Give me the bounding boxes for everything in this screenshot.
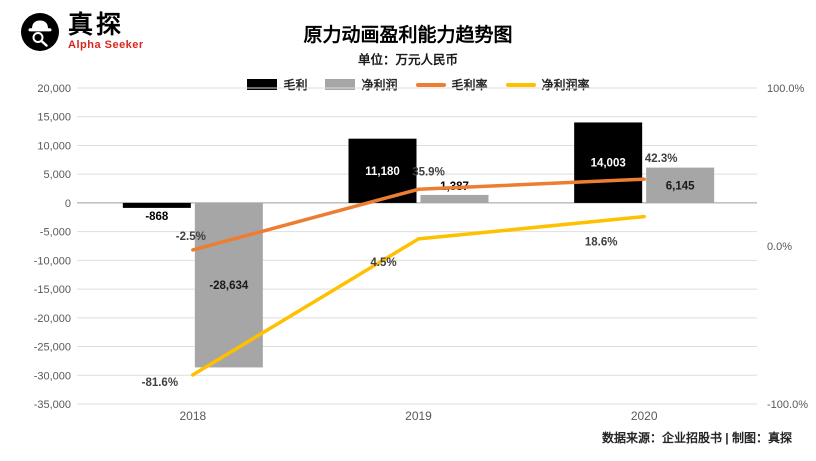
legend-swatch-gross-margin (415, 82, 446, 87)
line-point-label-net-margin: -81.6% (142, 377, 178, 389)
x-axis-category-label: 2018 (179, 409, 206, 423)
x-axis-category-label: 2019 (405, 409, 432, 423)
legend-swatch-net-margin (505, 82, 536, 87)
line-point-label-net-margin: 18.6% (585, 237, 618, 249)
left-axis-tick-label: 0 (65, 198, 71, 210)
trend-line-net-margin (191, 214, 646, 377)
trend-line-gross-margin (191, 177, 646, 252)
brand-text: 真探 Alpha Seeker (68, 11, 144, 52)
detective-icon (21, 13, 59, 51)
brand-name: 真探 (68, 11, 125, 39)
bar-label-gross-profit: -868 (145, 211, 169, 223)
bar-label-gross-profit: 14,003 (591, 158, 626, 170)
line-point-label-gross-margin: -2.5% (176, 231, 206, 243)
x-axis-category-label: 2020 (631, 409, 658, 423)
left-axis-tick-label: -20,000 (34, 313, 71, 325)
bar-label-gross-profit: 11,180 (365, 166, 400, 178)
left-axis-tick-label: -35,000 (34, 399, 71, 411)
bar-net-profit-2020 (646, 167, 715, 203)
source-note: 数据来源：企业招股书 | 制图：真探 (601, 431, 792, 445)
brand-tagline: Alpha Seeker (68, 39, 144, 52)
right-axis-tick-label: 0.0% (767, 241, 792, 253)
chart-subtitle: 单位：万元人民币 (357, 53, 458, 67)
legend-swatch-gross-profit (247, 79, 278, 90)
bar-net-profit-2019 (420, 194, 489, 203)
bar-label-net-profit: 6,145 (666, 180, 695, 192)
left-axis-tick-label: -10,000 (34, 255, 71, 267)
line-point-label-gross-margin: 35.9% (412, 166, 445, 178)
legend-swatch-net-profit (325, 79, 356, 90)
line-point-label-gross-margin: 42.3% (645, 153, 678, 165)
line-point-label-net-margin: 4.5% (370, 257, 396, 269)
left-axis-tick-label: -25,000 (34, 342, 71, 354)
left-axis-tick-label: -5,000 (40, 227, 71, 239)
left-axis-tick-label: 15,000 (37, 112, 71, 124)
left-axis-tick-label: 10,000 (37, 140, 71, 152)
left-axis-tick-label: -15,000 (34, 284, 71, 296)
right-axis-tick-label: 100.0% (767, 83, 805, 95)
brand-logo: 真探 Alpha Seeker (20, 12, 144, 52)
left-axis-tick-label: 5,000 (43, 169, 71, 181)
right-axis-tick-label: -100.0% (767, 399, 808, 411)
bar-gross-profit-2018 (122, 202, 191, 208)
left-axis-tick-label: 20,000 (37, 83, 71, 95)
bar-gross-profit-2020 (574, 122, 643, 203)
left-axis-tick-label: -30,000 (34, 370, 71, 382)
bar-label-net-profit: -28,634 (209, 280, 249, 292)
chart-title: 原力动画盈利能力趋势图 (303, 25, 513, 46)
